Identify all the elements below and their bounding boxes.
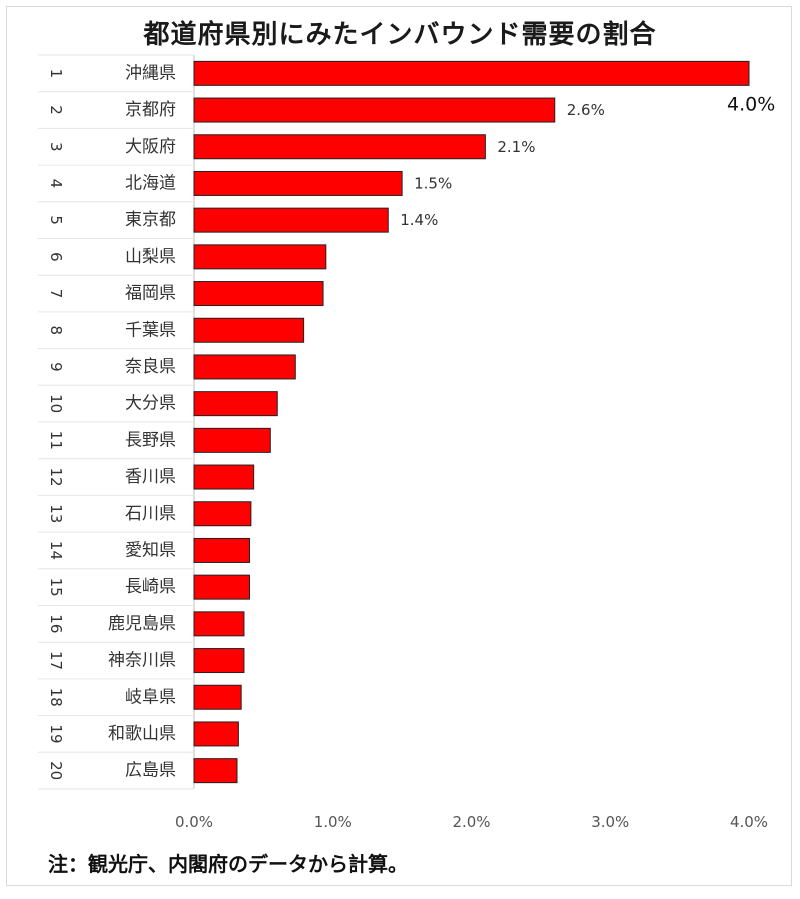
rank-label: 15 — [47, 578, 65, 597]
category-label: 愛知県 — [125, 540, 176, 560]
data-label: 1.4% — [400, 211, 438, 229]
data-label: 2.6% — [567, 101, 605, 119]
rank-label: 18 — [47, 688, 65, 707]
bar — [193, 684, 242, 710]
category-label: 岐阜県 — [125, 687, 176, 707]
bar — [193, 537, 250, 563]
rank-label: 13 — [47, 504, 65, 523]
bar — [193, 60, 750, 86]
x-tick-label: 1.0% — [314, 813, 352, 831]
bar — [193, 391, 278, 417]
chart-title: 都道府県別にみたインバウンド需要の割合 — [143, 20, 657, 50]
bar — [193, 207, 389, 233]
bar — [193, 134, 486, 160]
rank-label: 10 — [47, 394, 65, 413]
rank-label: 6 — [47, 252, 65, 262]
bar — [193, 611, 245, 637]
rank-label: 11 — [47, 431, 65, 450]
category-label: 大阪府 — [125, 137, 176, 157]
category-label: 奈良県 — [125, 357, 176, 377]
chart-frame — [6, 6, 792, 886]
category-label: 鹿児島県 — [108, 614, 176, 634]
x-tick-label: 0.0% — [175, 813, 213, 831]
bar — [193, 354, 296, 380]
data-label: 1.5% — [414, 174, 452, 192]
data-label: 2.1% — [497, 138, 535, 156]
bar — [193, 244, 327, 270]
rank-label: 7 — [47, 289, 65, 299]
rank-label: 2 — [47, 105, 65, 115]
x-tick-label: 2.0% — [452, 813, 490, 831]
category-label: 京都府 — [125, 100, 176, 120]
category-label: 北海道 — [125, 173, 176, 193]
rank-label: 17 — [47, 651, 65, 670]
data-label: 4.0% — [727, 93, 775, 115]
category-label: 和歌山県 — [108, 724, 176, 744]
category-label: 神奈川県 — [108, 651, 176, 671]
x-tick-label: 3.0% — [591, 813, 629, 831]
bar — [193, 317, 305, 343]
x-tick-label: 4.0% — [730, 813, 768, 831]
category-label: 石川県 — [125, 504, 176, 524]
category-label: 千葉県 — [125, 320, 176, 340]
rank-label: 3 — [47, 142, 65, 152]
bar — [193, 464, 255, 490]
category-label: 広島県 — [125, 761, 176, 781]
category-label: 長野県 — [125, 430, 176, 450]
rank-label: 8 — [47, 325, 65, 335]
rank-label: 19 — [47, 724, 65, 743]
bar — [193, 170, 403, 196]
rank-label: 20 — [47, 761, 65, 780]
rank-label: 14 — [47, 541, 65, 560]
rank-label: 12 — [47, 468, 65, 487]
bar — [193, 281, 324, 307]
bar — [193, 427, 271, 453]
category-label: 沖縄県 — [125, 63, 176, 83]
bar — [193, 97, 556, 123]
category-label: 東京都 — [125, 210, 176, 230]
rank-label: 16 — [47, 614, 65, 633]
rank-label: 4 — [47, 179, 65, 189]
rank-label: 9 — [47, 362, 65, 372]
rank-label: 5 — [47, 215, 65, 225]
bar — [193, 648, 245, 674]
bar — [193, 574, 250, 600]
bar — [193, 501, 252, 527]
category-label: 大分県 — [125, 394, 176, 414]
category-label: 山梨県 — [125, 247, 176, 267]
rank-label: 1 — [47, 69, 65, 79]
bar — [193, 721, 239, 747]
bar — [193, 758, 238, 784]
category-label: 長崎県 — [125, 577, 176, 597]
category-label: 香川県 — [125, 467, 176, 487]
source-note: 注：観光庁、内閣府のデータから計算。 — [48, 852, 408, 876]
category-label: 福岡県 — [125, 284, 176, 304]
